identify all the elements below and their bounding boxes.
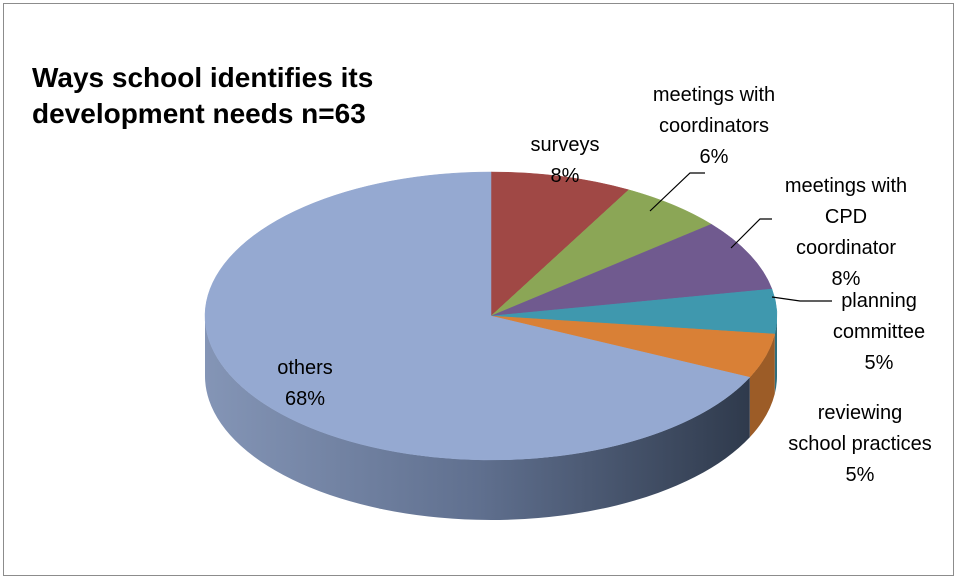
pie-slices xyxy=(204,171,778,461)
pie-slice-2 xyxy=(490,223,773,317)
slice-percent-0: 8% xyxy=(551,165,580,187)
slice-label-2: meetings with CPD coordinator xyxy=(785,175,907,259)
slice-percent-5: 68% xyxy=(285,388,325,410)
pie-side-3 xyxy=(774,316,777,395)
pie-slice-0 xyxy=(490,171,630,317)
leader-line-2 xyxy=(730,218,772,249)
slice-label-5: others xyxy=(277,357,333,379)
leader-line-3 xyxy=(771,296,832,302)
slice-labels: surveys 8% meetings with coordinators 6% meet… xyxy=(277,84,932,486)
leader-line-1 xyxy=(649,172,705,212)
pie-side-5 xyxy=(205,316,750,520)
pie-slice-5 xyxy=(204,171,751,461)
slice-label-3: planning committee xyxy=(833,290,925,343)
slice-label-1: meetings with coordinators xyxy=(653,84,775,137)
chart-title: Ways school identifies its development n… xyxy=(32,62,374,129)
slice-percent-1: 6% xyxy=(700,146,729,168)
slice-label-4: reviewing school practices xyxy=(788,402,931,455)
leader-lines xyxy=(649,172,832,302)
slice-percent-3: 5% xyxy=(865,352,894,374)
slice-percent-4: 5% xyxy=(846,464,875,486)
pie-side-walls xyxy=(205,316,777,520)
slice-label-0: surveys xyxy=(531,134,600,156)
pie-side-4 xyxy=(749,334,775,438)
slice-percent-2: 8% xyxy=(832,268,861,290)
